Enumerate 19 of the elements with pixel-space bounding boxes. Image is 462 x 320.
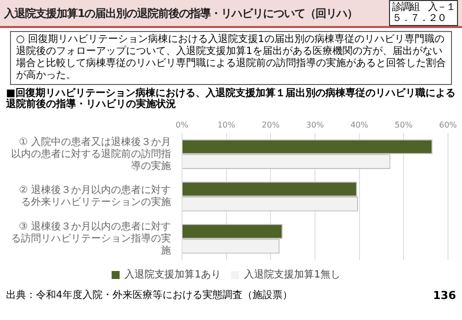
chart-subtitle: ■回復期リハビリテーション病棟における、入退院支援加算１届出別の病棟専従のリハビリ職による退院前後の指導・リハビリの実施状況 [6,88,456,110]
x-tick-label: 40% [350,120,369,130]
legend-label: 入退院支援加算1無し [244,268,340,281]
x-tick-label: 50% [394,120,413,130]
x-tick-label: 10% [217,120,236,130]
x-tick-label: 0% [176,120,189,130]
x-tick-label: 60% [439,120,458,130]
source-note: 出典：令和4年度入院・外来医療等における実態調査（施設票） [6,290,292,302]
text: 診調組 入－１ [392,2,455,13]
x-tick-label: 20% [262,120,280,130]
y-tick-label: ③ 退棟後３か月以内の患者に対する訪問リハビリテーション指導の実施 [11,220,171,256]
chart-title: 入退院支援加算1の届出別の退院前後の指導・リハビリについて（回リハ） [4,6,358,20]
y-tick-label: ② 退棟後３か月以内の患者に対する外来リハビリテーションの実施 [18,184,171,208]
x-tick-label: 30% [306,120,324,130]
text: 136 [433,289,456,302]
y-tick-label: ① 入院中の患者又は退棟後３か月以内の患者に対する退院前の訪問指導の実施 [11,136,171,172]
legend-label: 入退院支援加算1あり [124,268,222,281]
text: ５．７．２０ [392,13,447,24]
text: ○ 回復期リハビリテーション病棟における入退院支援1の届出別の病棟専従のリハビリ専門職の退院後のフォローアップについて、入退院支援加算1を届出がある医療機関の方が、届出がない場合と比較して病棟専従のリハビリ専門職による退院前の訪問指導の実施があると回答した割合が高かった。 [10,31,452,85]
